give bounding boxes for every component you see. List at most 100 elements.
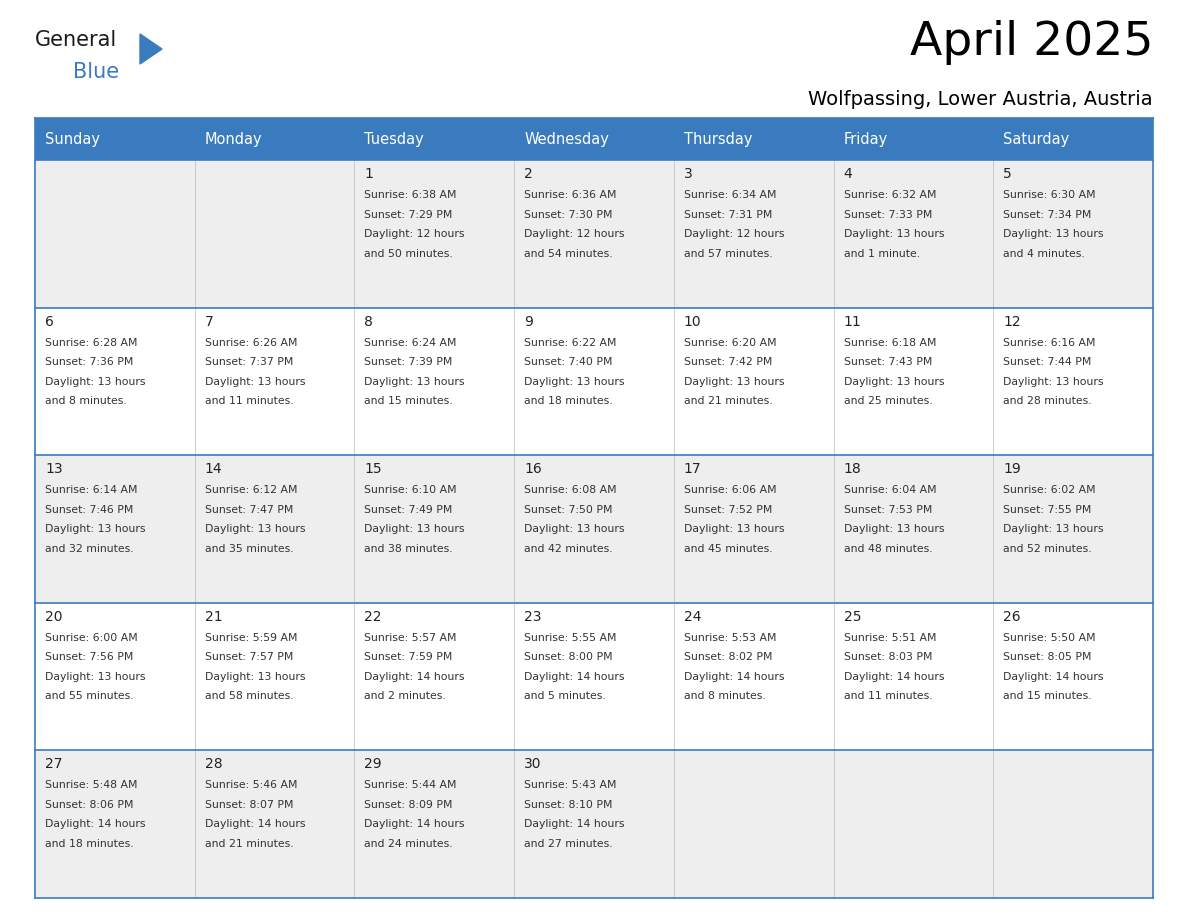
Text: and 55 minutes.: and 55 minutes. — [45, 691, 133, 701]
Text: and 15 minutes.: and 15 minutes. — [1004, 691, 1092, 701]
Text: Sunset: 7:34 PM: Sunset: 7:34 PM — [1004, 209, 1092, 219]
Text: Sunrise: 6:04 AM: Sunrise: 6:04 AM — [843, 486, 936, 495]
Text: and 11 minutes.: and 11 minutes. — [204, 396, 293, 406]
Text: Sunrise: 5:44 AM: Sunrise: 5:44 AM — [365, 780, 457, 790]
Text: 12: 12 — [1004, 315, 1020, 329]
Text: Sunrise: 5:43 AM: Sunrise: 5:43 AM — [524, 780, 617, 790]
Text: Sunrise: 6:32 AM: Sunrise: 6:32 AM — [843, 190, 936, 200]
Text: Daylight: 13 hours: Daylight: 13 hours — [365, 376, 465, 386]
Text: Sunset: 8:03 PM: Sunset: 8:03 PM — [843, 653, 933, 662]
Text: and 57 minutes.: and 57 minutes. — [684, 249, 772, 259]
Text: Daylight: 12 hours: Daylight: 12 hours — [365, 229, 465, 239]
Text: 11: 11 — [843, 315, 861, 329]
Text: and 8 minutes.: and 8 minutes. — [45, 396, 127, 406]
Text: Daylight: 14 hours: Daylight: 14 hours — [684, 672, 784, 682]
Text: 24: 24 — [684, 610, 701, 624]
Text: Daylight: 13 hours: Daylight: 13 hours — [1004, 229, 1104, 239]
Text: Daylight: 14 hours: Daylight: 14 hours — [524, 672, 625, 682]
Text: and 42 minutes.: and 42 minutes. — [524, 543, 613, 554]
Text: Sunrise: 6:28 AM: Sunrise: 6:28 AM — [45, 338, 138, 348]
Text: Sunset: 7:40 PM: Sunset: 7:40 PM — [524, 357, 613, 367]
Text: 15: 15 — [365, 462, 383, 476]
Bar — [34, 603, 1154, 750]
Text: and 4 minutes.: and 4 minutes. — [1004, 249, 1085, 259]
Text: 13: 13 — [45, 462, 63, 476]
Text: Sunset: 8:07 PM: Sunset: 8:07 PM — [204, 800, 293, 810]
Text: Tuesday: Tuesday — [365, 131, 424, 147]
Text: Sunset: 7:53 PM: Sunset: 7:53 PM — [843, 505, 931, 515]
Text: 21: 21 — [204, 610, 222, 624]
Text: Daylight: 14 hours: Daylight: 14 hours — [365, 820, 465, 829]
Text: and 15 minutes.: and 15 minutes. — [365, 396, 453, 406]
Text: and 45 minutes.: and 45 minutes. — [684, 543, 772, 554]
Text: Daylight: 13 hours: Daylight: 13 hours — [843, 376, 944, 386]
Text: Friday: Friday — [843, 131, 887, 147]
Text: Daylight: 13 hours: Daylight: 13 hours — [684, 524, 784, 534]
Text: Daylight: 13 hours: Daylight: 13 hours — [524, 524, 625, 534]
Text: 30: 30 — [524, 757, 542, 771]
Text: Sunrise: 6:16 AM: Sunrise: 6:16 AM — [1004, 338, 1095, 348]
Text: Sunrise: 5:46 AM: Sunrise: 5:46 AM — [204, 780, 297, 790]
Text: Sunrise: 5:59 AM: Sunrise: 5:59 AM — [204, 633, 297, 643]
Text: 5: 5 — [1004, 167, 1012, 181]
Text: Sunset: 8:02 PM: Sunset: 8:02 PM — [684, 653, 772, 662]
Text: Sunrise: 6:36 AM: Sunrise: 6:36 AM — [524, 190, 617, 200]
Text: Sunrise: 6:12 AM: Sunrise: 6:12 AM — [204, 486, 297, 495]
Text: Sunset: 7:52 PM: Sunset: 7:52 PM — [684, 505, 772, 515]
Text: Sunrise: 6:10 AM: Sunrise: 6:10 AM — [365, 486, 457, 495]
Text: Wednesday: Wednesday — [524, 131, 609, 147]
Bar — [34, 750, 1154, 898]
Text: Sunrise: 6:06 AM: Sunrise: 6:06 AM — [684, 486, 777, 495]
Text: Sunset: 7:31 PM: Sunset: 7:31 PM — [684, 209, 772, 219]
Text: and 35 minutes.: and 35 minutes. — [204, 543, 293, 554]
Text: and 5 minutes.: and 5 minutes. — [524, 691, 606, 701]
Text: and 54 minutes.: and 54 minutes. — [524, 249, 613, 259]
Text: 10: 10 — [684, 315, 701, 329]
Bar — [34, 455, 1154, 603]
Text: Sunset: 7:49 PM: Sunset: 7:49 PM — [365, 505, 453, 515]
Text: 4: 4 — [843, 167, 852, 181]
Text: April 2025: April 2025 — [910, 20, 1154, 65]
Text: 18: 18 — [843, 462, 861, 476]
Text: 17: 17 — [684, 462, 701, 476]
Bar — [34, 160, 1154, 308]
Text: Sunset: 7:30 PM: Sunset: 7:30 PM — [524, 209, 613, 219]
Text: and 28 minutes.: and 28 minutes. — [1004, 396, 1092, 406]
Text: 2: 2 — [524, 167, 533, 181]
Text: Sunrise: 5:57 AM: Sunrise: 5:57 AM — [365, 633, 457, 643]
Text: 14: 14 — [204, 462, 222, 476]
Text: and 24 minutes.: and 24 minutes. — [365, 839, 453, 849]
Text: and 32 minutes.: and 32 minutes. — [45, 543, 133, 554]
Text: Sunset: 7:29 PM: Sunset: 7:29 PM — [365, 209, 453, 219]
Text: Sunset: 8:10 PM: Sunset: 8:10 PM — [524, 800, 613, 810]
Text: 22: 22 — [365, 610, 381, 624]
Text: and 21 minutes.: and 21 minutes. — [684, 396, 772, 406]
Text: 8: 8 — [365, 315, 373, 329]
Text: Daylight: 14 hours: Daylight: 14 hours — [524, 820, 625, 829]
Text: Sunrise: 5:50 AM: Sunrise: 5:50 AM — [1004, 633, 1095, 643]
Text: 9: 9 — [524, 315, 533, 329]
Text: Sunset: 8:09 PM: Sunset: 8:09 PM — [365, 800, 453, 810]
Text: and 25 minutes.: and 25 minutes. — [843, 396, 933, 406]
Text: Sunset: 8:06 PM: Sunset: 8:06 PM — [45, 800, 133, 810]
Text: Sunrise: 5:53 AM: Sunrise: 5:53 AM — [684, 633, 776, 643]
Text: Sunset: 7:39 PM: Sunset: 7:39 PM — [365, 357, 453, 367]
Text: Sunrise: 6:00 AM: Sunrise: 6:00 AM — [45, 633, 138, 643]
Text: Daylight: 13 hours: Daylight: 13 hours — [1004, 524, 1104, 534]
Text: Sunset: 7:37 PM: Sunset: 7:37 PM — [204, 357, 293, 367]
Text: Daylight: 13 hours: Daylight: 13 hours — [365, 524, 465, 534]
Text: Sunrise: 5:51 AM: Sunrise: 5:51 AM — [843, 633, 936, 643]
Text: 1: 1 — [365, 167, 373, 181]
Text: Sunrise: 6:08 AM: Sunrise: 6:08 AM — [524, 486, 617, 495]
Text: 29: 29 — [365, 757, 383, 771]
Text: Sunset: 7:43 PM: Sunset: 7:43 PM — [843, 357, 931, 367]
Text: Daylight: 13 hours: Daylight: 13 hours — [1004, 376, 1104, 386]
Text: Sunset: 8:00 PM: Sunset: 8:00 PM — [524, 653, 613, 662]
Text: 23: 23 — [524, 610, 542, 624]
Text: Sunset: 8:05 PM: Sunset: 8:05 PM — [1004, 653, 1092, 662]
Text: 20: 20 — [45, 610, 63, 624]
Text: 28: 28 — [204, 757, 222, 771]
Text: Daylight: 14 hours: Daylight: 14 hours — [843, 672, 944, 682]
Text: Sunset: 7:55 PM: Sunset: 7:55 PM — [1004, 505, 1092, 515]
Text: Sunrise: 6:24 AM: Sunrise: 6:24 AM — [365, 338, 457, 348]
